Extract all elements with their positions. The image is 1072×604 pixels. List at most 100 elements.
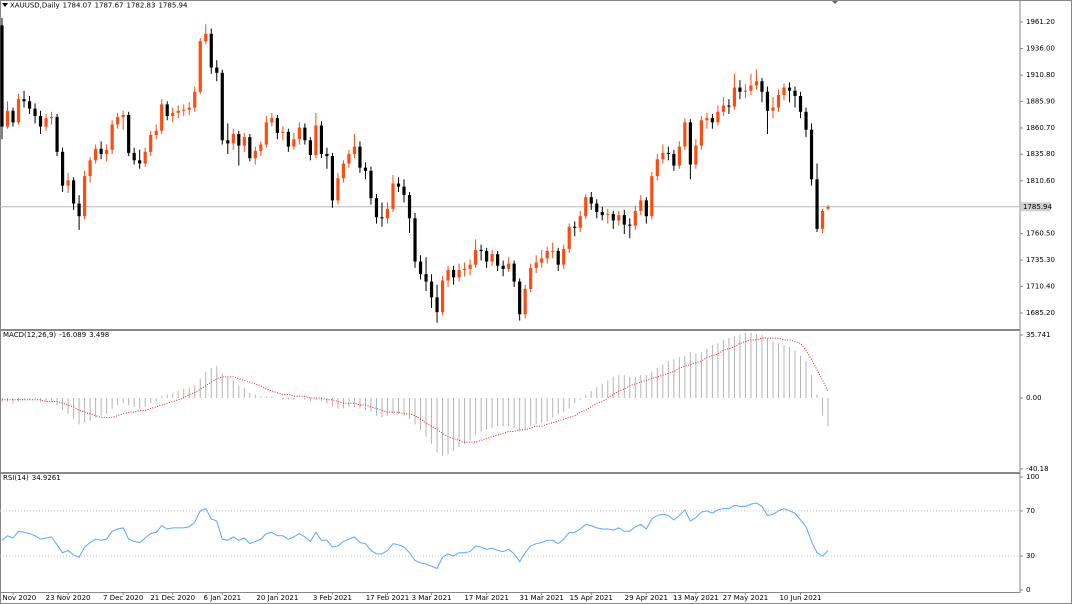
candle-body [429,281,434,298]
candle-body [451,269,456,278]
x-tick-label: 20 Jan 2021 [256,594,298,602]
candle-body [121,114,125,118]
candle-body [677,146,681,166]
candle-body [44,118,48,127]
candle-body [815,179,819,229]
candle-body [633,210,637,226]
candle-body [209,33,213,68]
candle-body [688,122,692,165]
candle-body [776,94,781,108]
candle-body [77,203,81,217]
candle-body [534,262,538,268]
candle-body [462,268,467,270]
candle-body [496,254,500,266]
candle-body [138,160,142,164]
candle-body [231,133,235,144]
x-tick-label: 17 Feb 2021 [366,594,410,602]
signal-value: 3.498 [89,331,109,339]
y-tick-label: 1860.70 [1026,124,1055,132]
candle-body [132,152,136,161]
candle-body [705,118,709,121]
y-tick-label: 0 [1026,586,1030,594]
x-tick-label: 10 Jun 2021 [779,594,821,602]
candle-body [754,81,759,86]
symbol-title: XAUUSD,Daily [10,2,60,10]
rsi-value: 34.9261 [32,474,61,482]
candle-body [358,146,362,168]
candle-body [793,90,797,96]
candle-body [672,153,676,166]
candle-body [154,130,158,136]
candle-body [0,25,4,127]
candle-body [237,133,241,146]
x-tick-label: 3 Feb 2021 [313,594,352,602]
candle-body [275,118,279,133]
candle-body [253,150,257,159]
candle-body [402,186,406,196]
candle-body [182,109,186,111]
candle-body [176,110,180,113]
candle-body [661,152,665,160]
candle-body [352,146,357,154]
candle-body [743,90,748,92]
candle-body [193,91,197,108]
candle-body [606,214,610,216]
candle-body [589,197,593,204]
candle-body [16,99,21,123]
candle-body [226,140,230,144]
candle-body [71,180,76,204]
candle-body [198,41,202,92]
y-tick-label: 1685.20 [1026,309,1055,317]
x-tick-label: 13 May 2021 [673,594,719,602]
candle-body [529,267,533,289]
x-tick-label: 27 May 2021 [723,594,769,602]
candle-body [540,258,544,263]
candle-body [782,87,786,95]
candle-body [66,180,70,186]
candle-body [699,120,703,146]
candle-body [628,224,632,226]
candle-body [220,72,224,141]
x-tick-label: 6 Jan 2021 [204,594,242,602]
candle-body [567,226,571,249]
candle-body [650,176,654,217]
candle-body [644,200,648,217]
candle-body [765,91,770,111]
candle-body [187,107,191,110]
price-pane [0,0,1021,330]
close-value: 1785.94 [158,2,187,10]
candle-body [303,127,307,141]
y-tick-label: 100 [1026,473,1039,481]
candle-body [374,198,379,218]
macd-header: MACD(12,26,9) -16.089 3.498 [3,331,109,339]
candle-body [5,110,10,127]
candle-body [22,99,26,102]
x-tick-label: 7 Dec 2020 [103,594,143,602]
x-tick-label: 17 Mar 2021 [464,594,508,602]
rsi-title: RSI(14) [3,474,29,482]
candle-body [507,263,511,269]
candle-body [617,215,621,221]
candle-body [336,178,340,201]
candle-body [396,183,401,187]
candle-body [314,125,318,156]
y-tick-label: 1910.80 [1026,71,1055,79]
candle-body [160,104,164,131]
candle-body [611,214,615,221]
candle-body [435,297,439,313]
candle-body [149,135,153,152]
candle-body [694,145,698,165]
candle-body [512,263,516,282]
candle-body [391,183,395,209]
candle-body [446,269,450,281]
candle-body [787,87,792,91]
candle-body [485,250,489,262]
macd-pane [0,330,1021,473]
candle-body [27,101,32,109]
candle-body [732,87,737,107]
candle-body [721,105,726,112]
menu-arrow[interactable] [2,3,8,7]
candle-body [380,217,384,219]
y-tick-label: 0.00 [1026,394,1042,402]
